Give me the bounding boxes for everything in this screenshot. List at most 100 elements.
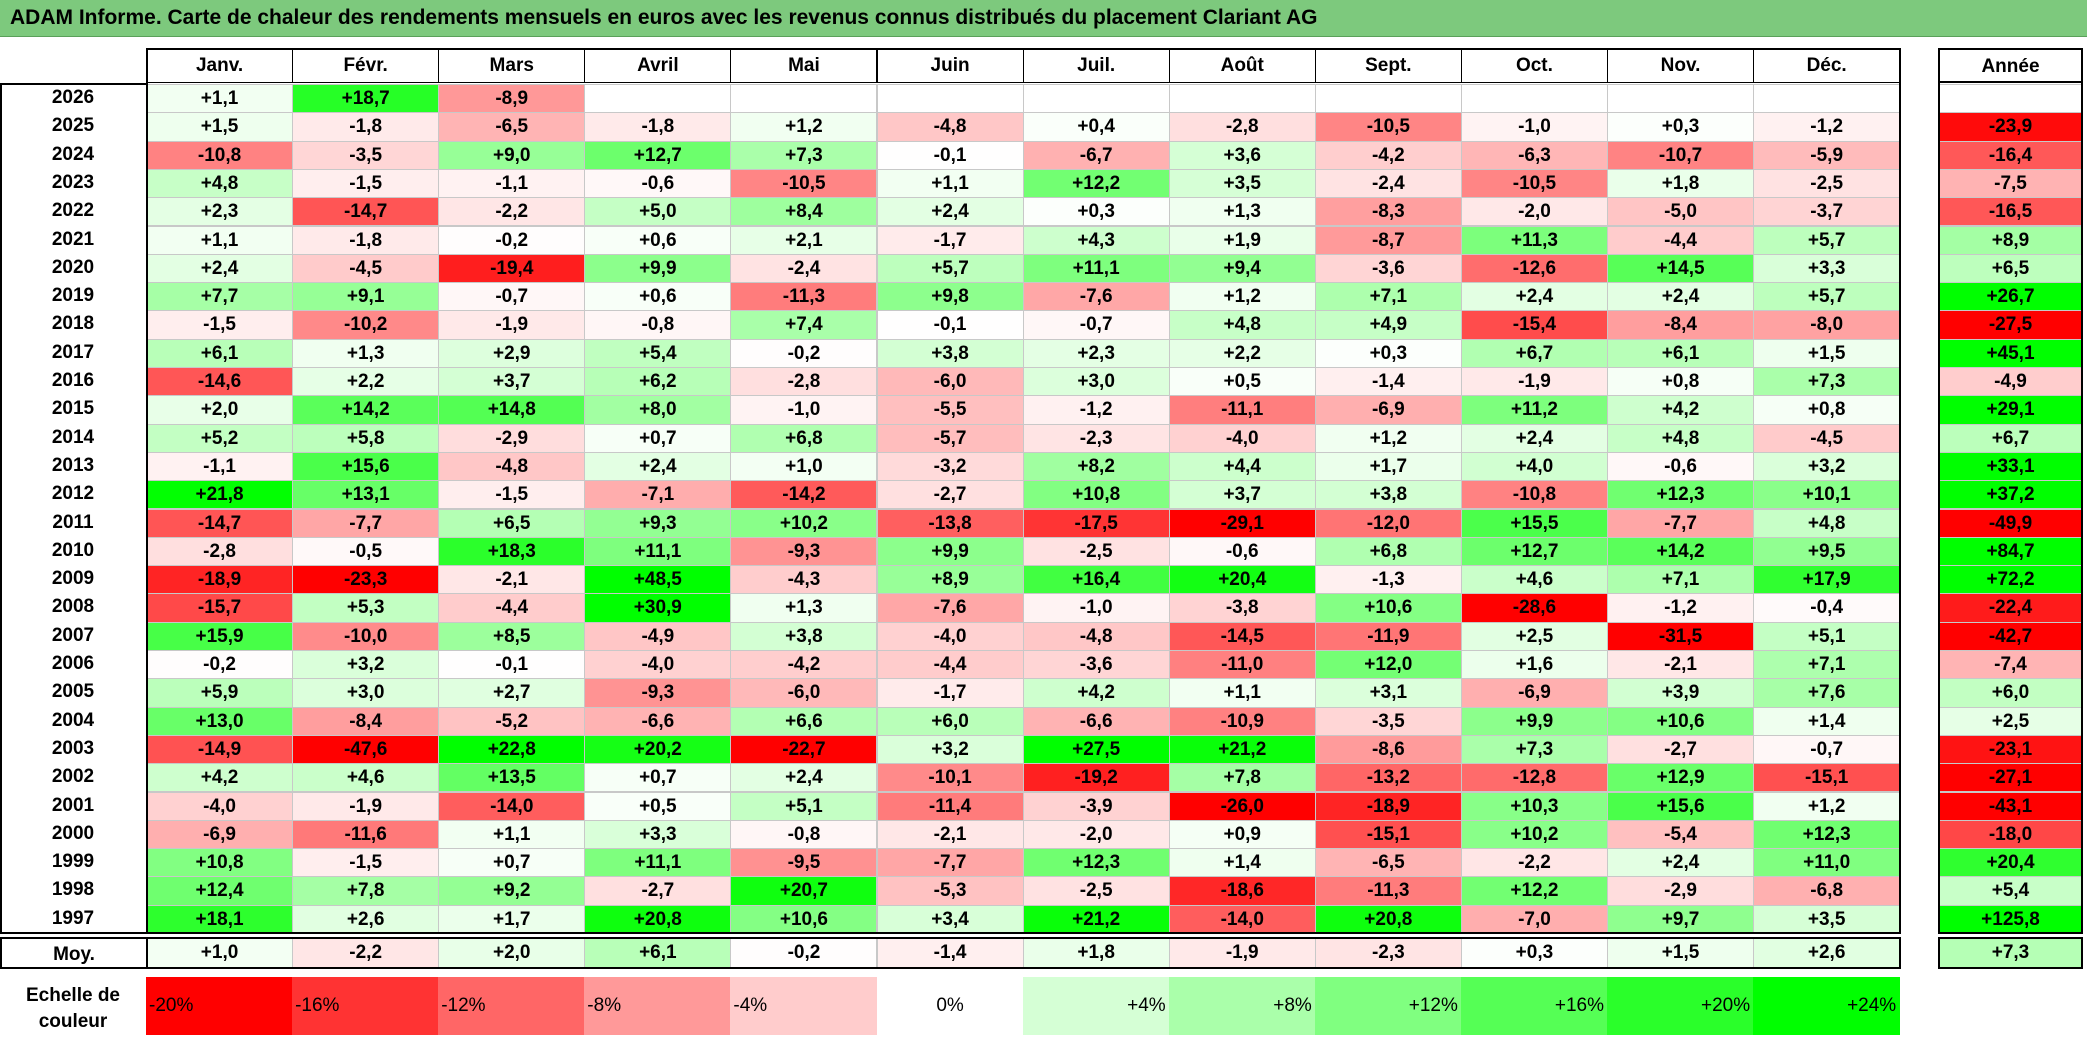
heatmap-cell: +2,4 bbox=[1460, 423, 1608, 453]
heatmap-cell: +10,3 bbox=[1460, 791, 1608, 821]
heatmap-cell: +7,3 bbox=[1753, 367, 1901, 397]
heatmap-cell bbox=[1753, 84, 1901, 114]
annual-cell: -7,4 bbox=[1938, 650, 2083, 680]
annual-cell: +5,4 bbox=[1938, 876, 2083, 906]
heatmap-cell: +27,5 bbox=[1022, 734, 1170, 765]
annual-cell: +37,2 bbox=[1938, 480, 2083, 510]
heatmap-cell: -3,5 bbox=[1314, 706, 1462, 736]
heatmap-cell: +2,3 bbox=[146, 197, 294, 227]
year-label: 2018 bbox=[51, 313, 95, 335]
heatmap-cell: -10,9 bbox=[1168, 706, 1316, 736]
heatmap-cell: +0,7 bbox=[584, 763, 732, 793]
year-label: 2008 bbox=[51, 596, 95, 618]
scale-step: -4% bbox=[730, 977, 878, 1035]
heatmap-cell: +20,8 bbox=[584, 904, 732, 934]
annual-cell: +6,5 bbox=[1938, 253, 2083, 284]
heatmap-cell: +5,3 bbox=[292, 593, 440, 623]
heatmap-cell: -11,0 bbox=[1168, 650, 1316, 680]
heatmap-cell: +14,2 bbox=[292, 395, 440, 425]
heatmap-cell: -1,7 bbox=[876, 225, 1024, 255]
heatmap-cell: +10,6 bbox=[1607, 706, 1755, 736]
heatmap-cell: +18,3 bbox=[438, 536, 586, 567]
heatmap-cell: +15,6 bbox=[292, 451, 440, 482]
annual-cell: -49,9 bbox=[1938, 508, 2083, 538]
heatmap-cell: +1,3 bbox=[292, 338, 440, 368]
heatmap-cell: +0,5 bbox=[584, 791, 732, 821]
heatmap-cell: +6,6 bbox=[730, 706, 878, 736]
month-header: Oct. bbox=[1460, 48, 1608, 83]
heatmap-cell: -1,5 bbox=[292, 848, 440, 878]
heatmap-cell: +7,3 bbox=[1460, 734, 1608, 765]
heatmap-cell: +11,1 bbox=[584, 536, 732, 567]
heatmap-cell: +2,4 bbox=[876, 197, 1024, 227]
annual-cell: +6,7 bbox=[1938, 423, 2083, 453]
average-cell: +1,8 bbox=[1022, 937, 1170, 969]
annual-cell: -27,5 bbox=[1938, 310, 2083, 340]
year-label: 2010 bbox=[51, 539, 95, 561]
title-bar: ADAM Informe. Carte de chaleur des rende… bbox=[0, 0, 2087, 37]
heatmap-cell: -4,5 bbox=[292, 253, 440, 284]
heatmap-cell: -18,6 bbox=[1168, 876, 1316, 906]
heatmap-cell: -10,5 bbox=[1460, 168, 1608, 199]
heatmap-cell: -2,9 bbox=[438, 423, 586, 453]
heatmap-cell: +2,4 bbox=[1607, 848, 1755, 878]
heatmap-cell: -4,4 bbox=[1607, 225, 1755, 255]
year-label: 2006 bbox=[51, 653, 95, 674]
heatmap-cell: -5,3 bbox=[876, 876, 1024, 906]
heatmap-cell: -3,6 bbox=[1314, 253, 1462, 284]
year-label: 2007 bbox=[51, 624, 95, 646]
scale-step: 0% bbox=[876, 977, 1024, 1035]
year-label: 2001 bbox=[51, 794, 95, 816]
heatmap-cell: -7,7 bbox=[876, 848, 1024, 878]
heatmap-cell: +1,4 bbox=[1168, 848, 1316, 878]
heatmap-cell: +0,8 bbox=[1607, 367, 1755, 397]
heatmap-cell: +1,2 bbox=[1753, 791, 1901, 821]
heatmap-cell: +1,5 bbox=[146, 112, 294, 142]
heatmap-cell: +18,7 bbox=[292, 84, 440, 114]
heatmap-cell: +11,2 bbox=[1460, 395, 1608, 425]
heatmap-cell: +3,5 bbox=[1168, 168, 1316, 199]
heatmap-cell: +12,7 bbox=[1460, 536, 1608, 567]
heatmap-cell: -6,0 bbox=[730, 678, 878, 708]
month-header: Avril bbox=[584, 48, 732, 83]
heatmap-cell: +10,6 bbox=[730, 904, 878, 934]
heatmap-cell: +9,7 bbox=[1607, 904, 1755, 934]
heatmap-cell: +3,6 bbox=[1168, 140, 1316, 170]
heatmap-cell: -5,5 bbox=[876, 395, 1024, 425]
heatmap-cell: +1,2 bbox=[1314, 423, 1462, 453]
heatmap-cell: -0,1 bbox=[438, 650, 586, 680]
heatmap-cell: -19,4 bbox=[438, 253, 586, 284]
heatmap-cell: -4,0 bbox=[1168, 423, 1316, 453]
heatmap-cell: +20,7 bbox=[730, 876, 878, 906]
heatmap-cell: -0,2 bbox=[730, 338, 878, 368]
heatmap-cell: -2,2 bbox=[1460, 848, 1608, 878]
heatmap-cell: +12,7 bbox=[584, 140, 732, 170]
heatmap-cell: -4,4 bbox=[438, 593, 586, 623]
heatmap-cell: +9,9 bbox=[584, 253, 732, 284]
annual-cell: -16,4 bbox=[1938, 140, 2083, 170]
scale-step: -12% bbox=[438, 977, 586, 1035]
heatmap-cell: -5,0 bbox=[1607, 197, 1755, 227]
heatmap-cell: +11,1 bbox=[1022, 253, 1170, 284]
heatmap-cell: +12,3 bbox=[1022, 848, 1170, 878]
heatmap-cell: -4,0 bbox=[146, 791, 294, 821]
heatmap-cell: -2,1 bbox=[876, 819, 1024, 850]
heatmap-cell: +12,2 bbox=[1022, 168, 1170, 199]
heatmap-cell: +14,8 bbox=[438, 395, 586, 425]
heatmap-cell: +5,7 bbox=[876, 253, 1024, 284]
year-label: 2019 bbox=[51, 285, 95, 307]
heatmap-cell: -0,2 bbox=[146, 650, 294, 680]
heatmap-cell: -10,5 bbox=[1314, 112, 1462, 142]
heatmap-cell: -23,3 bbox=[292, 565, 440, 595]
heatmap-cell: -2,2 bbox=[438, 197, 586, 227]
annual-cell: +2,5 bbox=[1938, 706, 2083, 736]
heatmap-cell: +9,9 bbox=[876, 536, 1024, 567]
heatmap-cell: -1,7 bbox=[876, 678, 1024, 708]
heatmap-cell: +17,9 bbox=[1753, 565, 1901, 595]
scale-step: +20% bbox=[1607, 977, 1755, 1035]
heatmap-cell: -9,3 bbox=[584, 678, 732, 708]
heatmap-cell: -0,6 bbox=[584, 168, 732, 199]
heatmap-cell: +1,2 bbox=[730, 112, 878, 142]
year-label: 2003 bbox=[51, 737, 95, 759]
heatmap-cell: -11,3 bbox=[730, 282, 878, 312]
